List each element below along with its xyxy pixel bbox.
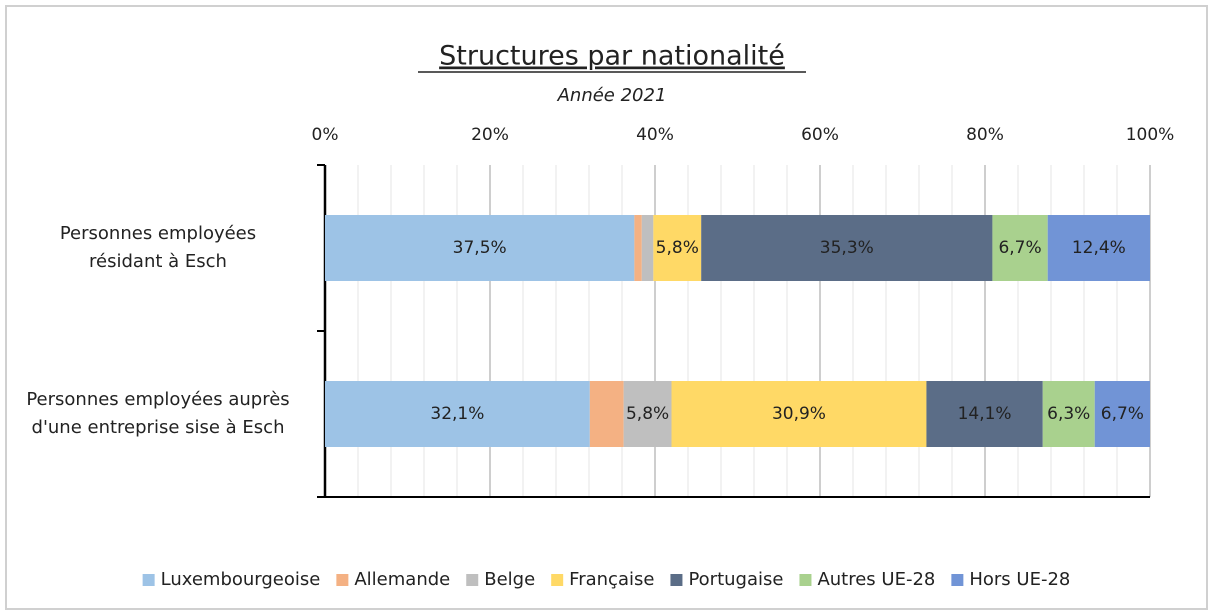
bar-segment <box>671 381 927 447</box>
bar-segment <box>1042 381 1095 447</box>
bar-segment <box>589 381 624 447</box>
data-label: 6,7% <box>998 238 1041 258</box>
x-tick-label: 60% <box>801 125 839 145</box>
legend-swatch <box>670 574 683 586</box>
legend-label: Autres UE-28 <box>817 569 935 590</box>
data-label: 5,8% <box>656 238 699 258</box>
bar-segment <box>1047 215 1150 281</box>
x-tick-label: 80% <box>966 125 1004 145</box>
legend-label: Luxembourgeoise <box>161 569 321 590</box>
x-tick-label: 100% <box>1126 125 1175 145</box>
chart-title: Structures par nationalité <box>439 41 785 72</box>
bar-segment <box>1094 381 1150 447</box>
legend-swatch <box>551 574 564 586</box>
data-label: 5,8% <box>626 404 669 424</box>
bar-segment <box>701 215 993 281</box>
legend-swatch <box>951 574 964 586</box>
legend-swatch <box>799 574 812 586</box>
data-label: 6,7% <box>1101 404 1144 424</box>
bar-segment <box>634 215 642 281</box>
x-tick-label: 40% <box>636 125 674 145</box>
data-label: 37,5% <box>453 238 507 258</box>
data-label: 35,3% <box>820 238 874 258</box>
x-tick-label: 0% <box>312 125 339 145</box>
bar-segment <box>653 215 702 281</box>
bar-segment <box>992 215 1048 281</box>
legend-swatch <box>142 574 155 586</box>
data-label: 6,3% <box>1047 404 1090 424</box>
legend-label: Belge <box>484 569 535 590</box>
chart-subtitle: Année 2021 <box>557 85 667 106</box>
y-tick-label: Personnes employées résidant à Esch <box>59 223 257 272</box>
data-label: 12,4% <box>1072 238 1126 258</box>
x-tick-label: 20% <box>471 125 509 145</box>
data-label: 32,1% <box>430 404 484 424</box>
legend-swatch <box>466 574 479 586</box>
bar-segment <box>325 215 635 281</box>
data-label: 14,1% <box>958 404 1012 424</box>
bar-segment <box>325 381 590 447</box>
legend-label: Hors UE-28 <box>969 569 1070 590</box>
bar-segment <box>641 215 654 281</box>
legend-swatch <box>336 574 349 586</box>
data-label: 30,9% <box>772 404 826 424</box>
bar-segment <box>926 381 1043 447</box>
legend-label: Portugaise <box>688 569 783 590</box>
legend-label: Française <box>569 569 654 590</box>
legend-label: Allemande <box>354 569 450 590</box>
bar-segment <box>623 381 672 447</box>
y-tick-label: Personnes employées auprès d'une entrepr… <box>26 389 290 438</box>
frame <box>5 5 1208 610</box>
